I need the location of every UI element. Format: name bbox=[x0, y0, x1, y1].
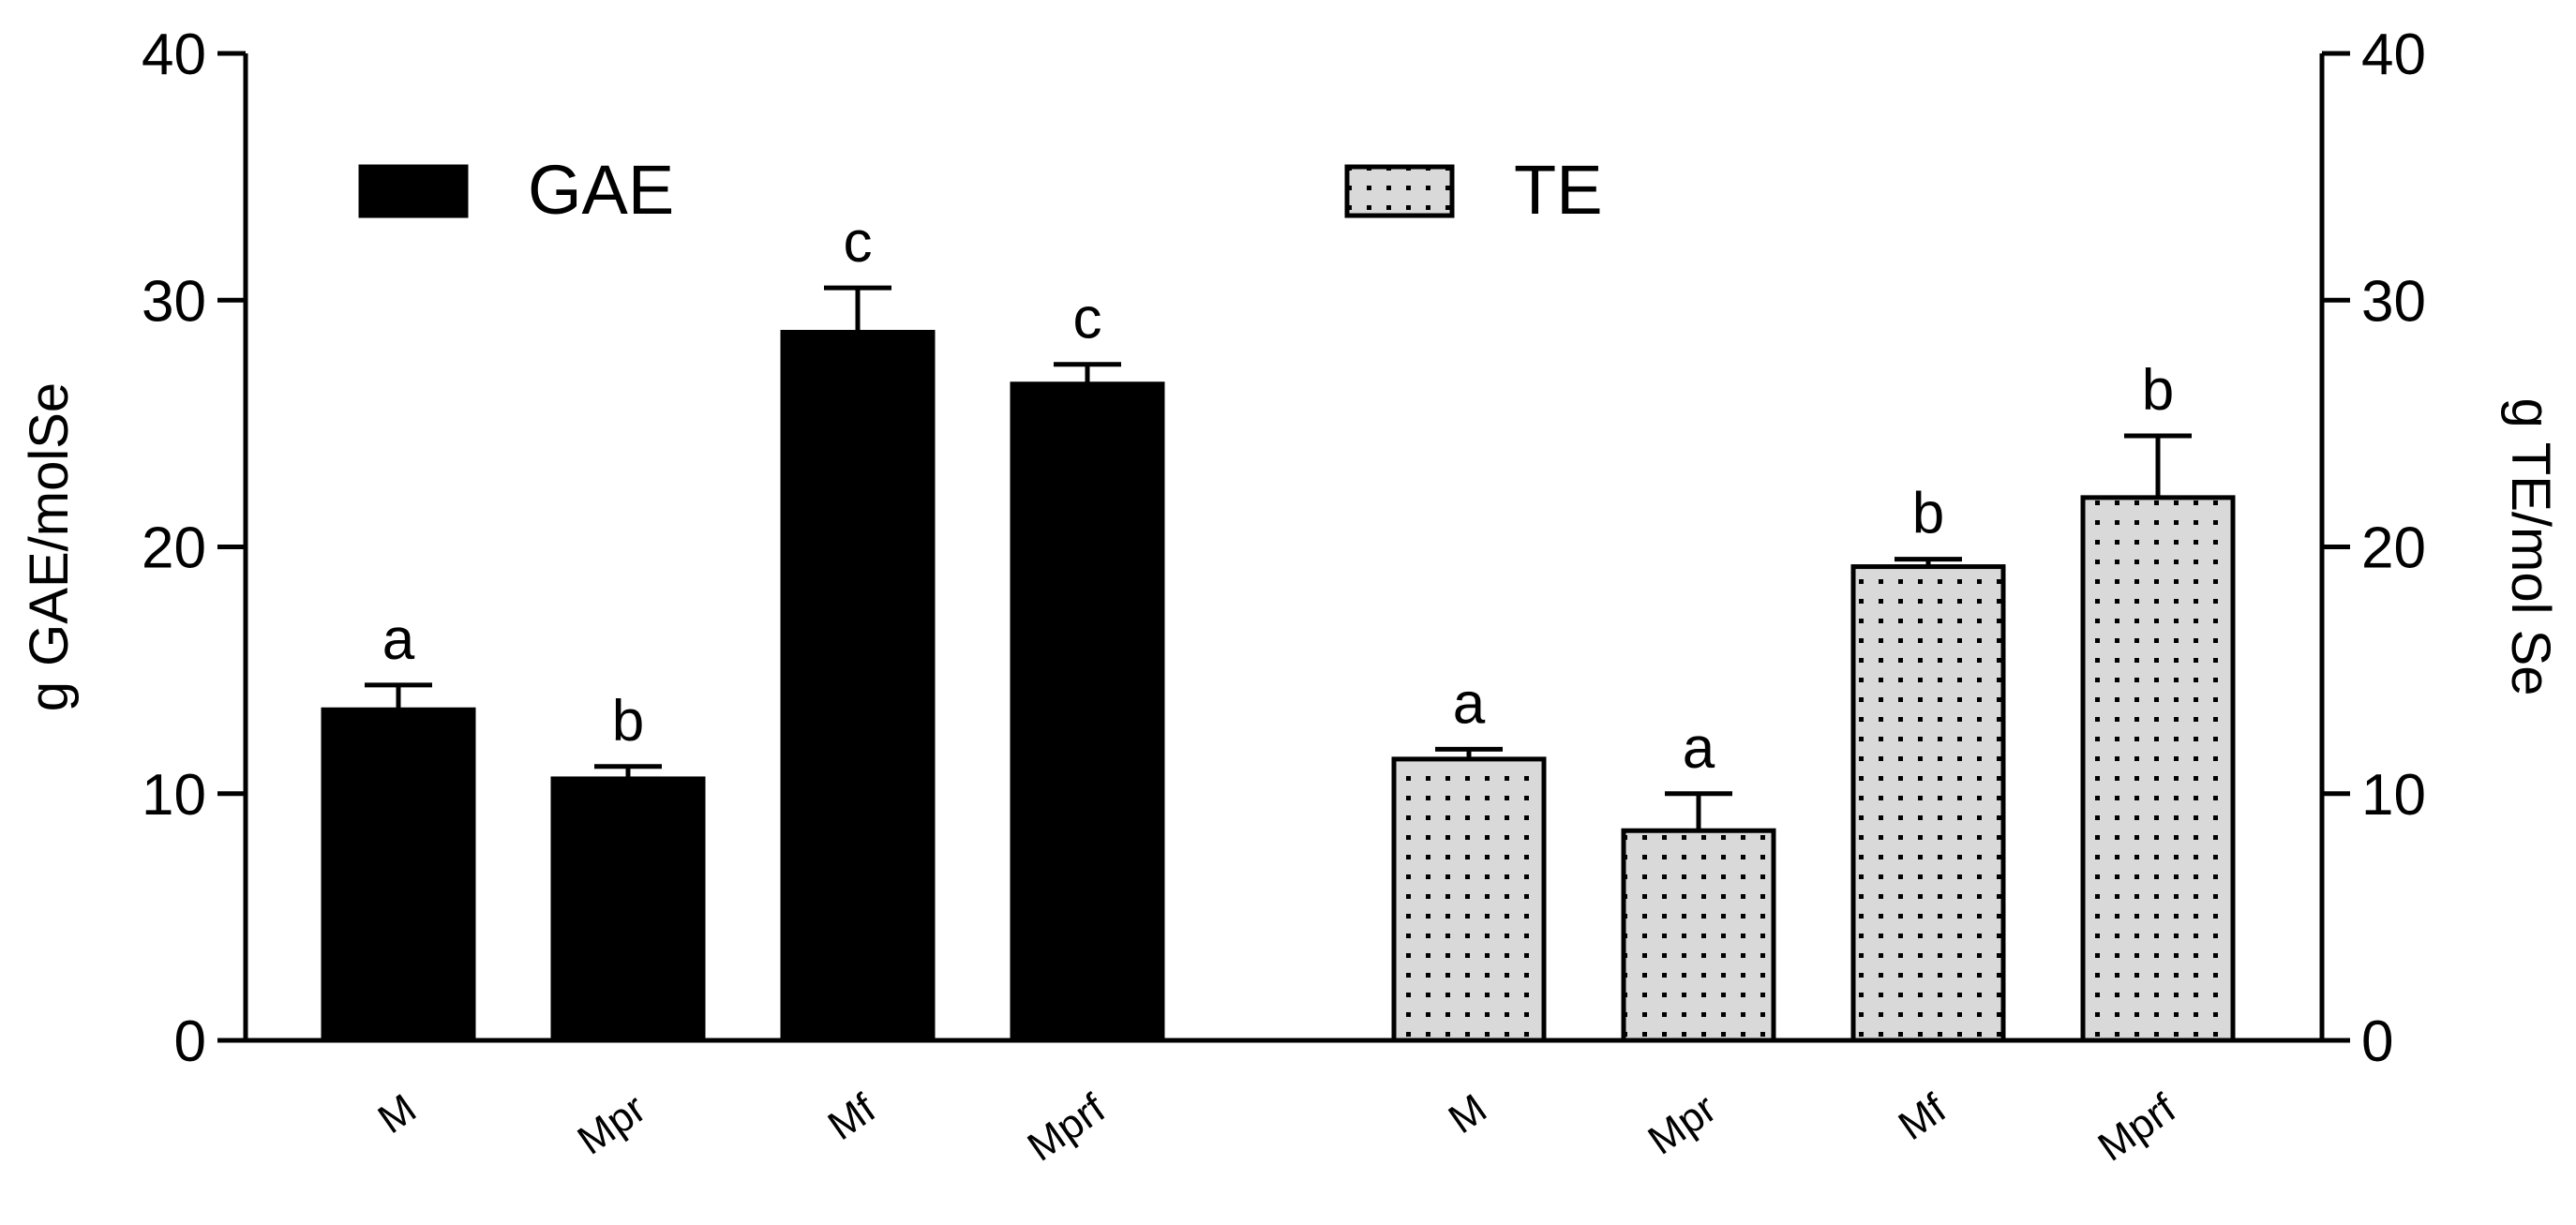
category-label: Mprf bbox=[2090, 1085, 2185, 1171]
significance-label: a bbox=[1453, 671, 1486, 736]
significance-label: a bbox=[382, 607, 415, 672]
category-label: Mpr bbox=[570, 1085, 654, 1164]
plot-area: 0 0 10 10 20 20 30 30 40 40 g GAE/molSe g TE/mol Se… bbox=[19, 22, 2561, 1171]
category-label: Mf bbox=[820, 1085, 885, 1150]
bar-te-mpr bbox=[1621, 828, 1776, 1043]
bar-te-mf bbox=[1850, 564, 2006, 1043]
significance-label: a bbox=[1683, 716, 1715, 781]
significance-label: b bbox=[1912, 482, 1944, 546]
legend-swatch-gae bbox=[358, 164, 469, 218]
left-tick-label: 20 bbox=[142, 516, 206, 581]
left-tick-label: 30 bbox=[142, 269, 206, 334]
bar-gae-mprf bbox=[1010, 381, 1165, 1043]
significance-label: c bbox=[844, 210, 873, 275]
legend-label-gae: GAE bbox=[528, 151, 674, 229]
left-tick-label: 0 bbox=[174, 1009, 206, 1074]
significance-label: b bbox=[612, 689, 644, 754]
left-tick-label: 40 bbox=[142, 22, 206, 87]
right-tick-label: 0 bbox=[2361, 1009, 2393, 1074]
left-tick-label: 10 bbox=[142, 763, 206, 828]
right-tick-label: 10 bbox=[2361, 763, 2426, 828]
bar-te-mprf bbox=[2080, 495, 2236, 1043]
legend-swatch-te bbox=[1344, 164, 1455, 218]
category-label: Mprf bbox=[1020, 1085, 1115, 1171]
legend-label-te: TE bbox=[1514, 151, 1603, 229]
category-label: M bbox=[370, 1085, 425, 1143]
right-axis-title: g TE/mol Se bbox=[2500, 397, 2561, 695]
category-label: Mpr bbox=[1640, 1085, 1725, 1164]
bar-te-m bbox=[1391, 756, 1547, 1043]
category-label: Mf bbox=[1891, 1085, 1955, 1150]
left-axis-title: g GAE/molSe bbox=[19, 382, 80, 711]
right-tick-label: 20 bbox=[2361, 516, 2426, 581]
bar-gae-mf bbox=[780, 329, 936, 1043]
right-tick-label: 40 bbox=[2361, 22, 2426, 87]
category-label: M bbox=[1441, 1085, 1495, 1143]
significance-label: c bbox=[1073, 287, 1102, 351]
bar-gae-mpr bbox=[550, 776, 706, 1043]
significance-label: b bbox=[2142, 358, 2174, 423]
right-tick-label: 30 bbox=[2361, 269, 2426, 334]
bar-gae-m bbox=[321, 707, 476, 1043]
